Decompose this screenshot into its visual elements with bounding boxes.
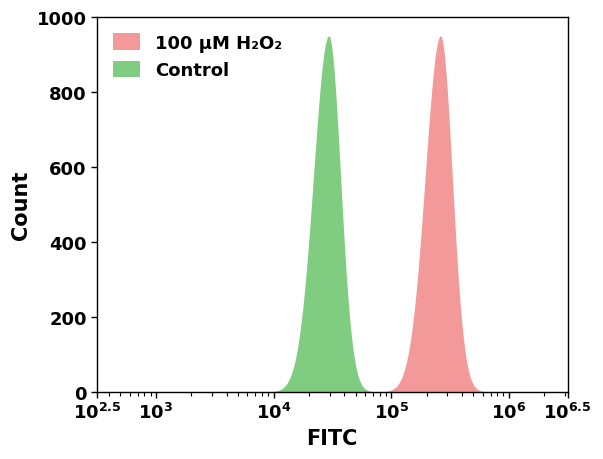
Legend: 100 μM H₂O₂, Control: 100 μM H₂O₂, Control <box>106 27 289 87</box>
X-axis label: FITC: FITC <box>306 428 358 448</box>
Y-axis label: Count: Count <box>11 170 31 240</box>
